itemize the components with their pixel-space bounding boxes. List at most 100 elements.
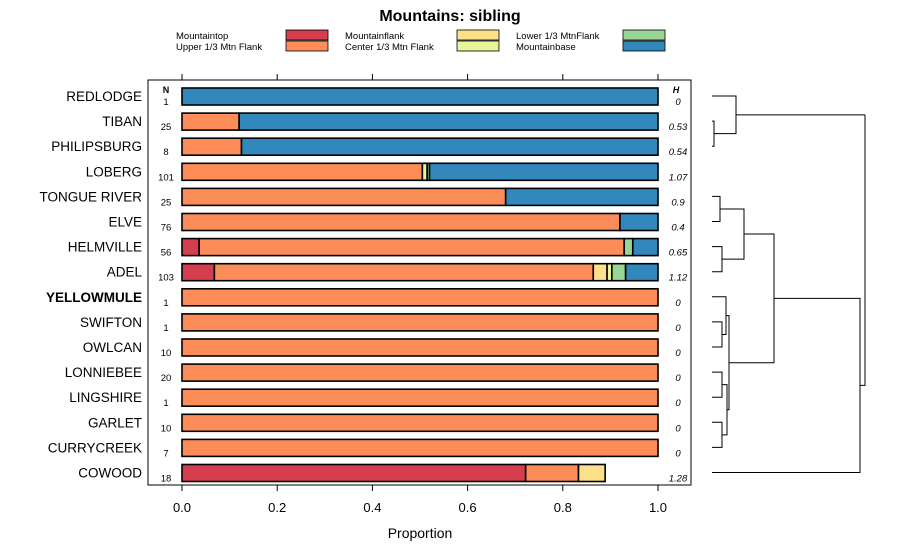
row-n-count: 1 [163,323,168,334]
row-h-value: 0.54 [669,147,688,158]
bar-segment-mountainflank [592,262,608,282]
x-tick-label: 0.8 [554,500,572,515]
bar-segment-base [624,262,659,282]
row-h-value: 1.12 [669,273,688,284]
bar-segment-upper [524,463,580,483]
x-axis: 0.0 0.2 0.4 0.6 0.8 1.0 [173,74,667,515]
chart-title: Mountains: sibling [379,8,520,25]
bar-row: REDLODGE 1 0 [66,87,681,108]
row-n-count: 10 [161,423,172,434]
dendrogram [712,95,866,473]
bar-segment-upper [198,237,626,257]
legend-label-lower: Lower 1/3 MtnFlank [516,31,600,42]
row-label: ELVE [108,215,142,230]
n-column-header: N [163,85,170,95]
bar-segment-upper [213,262,595,282]
x-tick-label: 0.6 [459,500,477,515]
row-label: REDLODGE [66,89,142,104]
row-h-value: 0 [675,298,681,309]
x-axis-label: Proportion [388,525,453,541]
dendro-branch [720,208,745,260]
bar-segment-upper [181,212,621,232]
bar-segment-base [428,162,659,182]
bar-row: LONNIEBEE 20 0 [65,363,681,384]
bar-segment-base [181,87,659,106]
bar-segment-upper [181,287,659,307]
legend-swatch-base [622,40,666,52]
row-h-value: 0 [675,348,681,359]
dendro-branch [712,195,721,222]
legend-label-mountainflank: Mountainflank [345,31,404,42]
legend-label-mountaintop: Mountaintop [176,31,228,42]
row-h-value: 0.4 [671,223,684,234]
bar-row: OWLCAN 10 0 [83,338,681,359]
dendro-branch [712,95,737,135]
bar-segment-upper [181,112,240,131]
row-n-count: 103 [158,273,174,284]
bar-row: ADEL 103 1.12 [107,262,688,284]
row-label: TIBAN [102,114,142,129]
dendro-branch [712,297,861,473]
row-h-value: 0 [675,373,681,384]
row-label: OWLCAN [83,340,142,355]
bar-row: SWIFTON 1 0 [80,313,681,334]
dendro-branch [729,233,775,364]
bar-row: LINGSHIRE 1 0 [69,388,681,409]
dendro-branch [860,114,866,386]
row-h-value: 0 [675,97,681,108]
legend-label-upper: Upper 1/3 Mtn Flank [176,42,262,53]
row-n-count: 20 [161,373,172,384]
dendro-branch [712,371,723,398]
row-label: ADEL [107,265,143,280]
row-n-count: 1 [163,97,168,108]
bar-segment-upper [181,363,659,382]
bar-segment-base [619,212,659,232]
row-h-value: 0 [675,448,681,459]
bar-segment-mountaintop [181,463,527,483]
row-n-count: 25 [161,197,172,208]
bar-segment-mountaintop [181,237,200,257]
legend-swatch-lower [622,29,666,41]
bar-segment-upper [181,137,243,156]
h-column-header: H [673,85,680,95]
bar-row: ELVE 76 0.4 [108,212,685,234]
bar-segment-upper [181,388,659,408]
bar-row: COWOOD 18 1.28 [78,463,688,485]
legend-swatch-mountaintop [285,29,329,41]
row-label: GARLET [88,415,142,430]
x-tick-label: 1.0 [649,500,667,515]
x-tick-label: 0.0 [173,500,191,515]
dendro-branch [712,246,723,273]
row-label: TONGUE RIVER [39,189,142,204]
dendro-branch [712,421,723,448]
bar-segment-lower [623,237,634,257]
bar-segment-base [631,237,659,257]
row-h-value: 0.9 [671,197,685,208]
plot-frame [147,79,692,486]
row-n-count: 1 [163,398,168,409]
row-h-value: 1.28 [669,474,688,485]
bar-segment-upper [181,413,659,433]
dendro-branch [712,296,727,335]
bar-row: PHILIPSBURG 8 0.54 [51,137,688,158]
bar-segment-upper [181,187,507,207]
legend-swatch-center [456,40,500,52]
row-label: PHILIPSBURG [51,139,142,154]
bar-segment-upper [181,313,659,332]
bar-segment-upper [181,162,424,182]
bar-segment-lower [611,262,627,282]
bar-row: CURRYCREEK 7 0 [48,438,681,459]
legend-label-base: Mountainbase [516,42,576,53]
x-tick-label: 0.4 [363,500,381,515]
dendro-branch [722,384,728,436]
row-h-value: 0 [675,423,681,434]
row-h-value: 0 [675,398,681,409]
row-n-count: 101 [158,172,174,183]
bar-row: TIBAN 25 0.53 [102,112,688,133]
row-h-value: 0.65 [669,248,688,259]
row-n-count: 10 [161,348,172,359]
legend-swatch-mountainflank [456,29,500,41]
row-n-count: 8 [163,147,168,158]
